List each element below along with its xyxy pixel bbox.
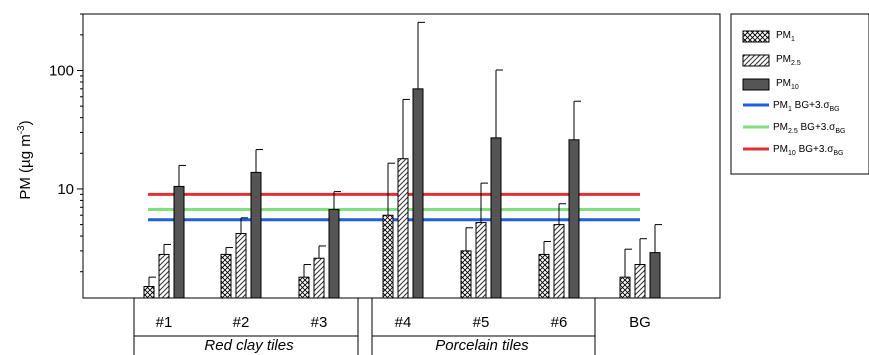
bar-pm1-5 — [460, 250, 472, 299]
y-tick-label: 10 — [57, 181, 74, 198]
y-axis-label: PM (µg m-3) — [16, 120, 34, 199]
legend-label-pm1: PM1 — [776, 30, 795, 43]
bar-pm1-6 — [538, 253, 550, 299]
bar-pm10-1 — [173, 185, 185, 299]
bar-pm1-2 — [220, 253, 232, 299]
bar-pm10-3 — [328, 209, 340, 299]
bar-pm10-BG — [649, 252, 661, 299]
bar-pm25-BG — [634, 264, 646, 299]
y-tick-label: 100 — [49, 63, 74, 80]
category-label-BG: BG — [629, 314, 651, 331]
bar-pm25-5 — [475, 222, 487, 299]
bar-pm1-4 — [382, 214, 394, 299]
legend-swatch-pm10 — [742, 78, 770, 91]
category-label-6: #6 — [551, 314, 568, 331]
reference-lines — [148, 192, 640, 222]
legend-label-pm10-bg: PM10 BG+3.σBG — [773, 144, 844, 157]
bar-pm25-1 — [158, 253, 170, 299]
category-label-3: #3 — [311, 314, 328, 331]
group-label-red-clay: Red clay tiles — [204, 337, 294, 354]
category-label-4: #4 — [395, 314, 412, 331]
legend-swatch-pm25 — [742, 54, 770, 67]
legend-label-pm25-bg: PM2.5 BG+3.σBG — [773, 122, 845, 135]
bar-pm10-6 — [568, 139, 580, 299]
legend-label-pm10: PM10 — [776, 78, 799, 91]
bars — [143, 21, 662, 299]
bar-pm1-BG — [619, 276, 631, 299]
category-axis — [133, 298, 596, 355]
legend: PM1 PM2.5 PM10 PM1 BG+3.σBG PM2.5 BG+3.σ… — [730, 13, 869, 175]
bar-pm10-2 — [250, 171, 262, 299]
legend-label-pm1-bg: PM1 BG+3.σBG — [773, 100, 840, 113]
bar-pm25-4 — [397, 158, 409, 299]
category-label-2: #2 — [233, 314, 250, 331]
y-axis: 10 100 — [49, 13, 83, 273]
bar-pm1-1 — [143, 286, 155, 299]
category-label-1: #1 — [156, 314, 173, 331]
bar-pm10-4 — [412, 88, 424, 299]
group-label-porcelain: Porcelain tiles — [435, 337, 529, 354]
bar-pm25-2 — [235, 233, 247, 299]
bar-pm25-3 — [313, 257, 325, 299]
bar-pm25-6 — [553, 224, 565, 299]
bar-pm1-3 — [298, 276, 310, 299]
category-label-5: #5 — [473, 314, 490, 331]
bar-pm10-5 — [490, 137, 502, 299]
legend-swatch-pm1 — [742, 30, 770, 43]
category-labels: #1 #2 #3 #4 #5 #6 BG — [156, 314, 651, 331]
legend-label-pm25: PM2.5 — [776, 54, 801, 67]
